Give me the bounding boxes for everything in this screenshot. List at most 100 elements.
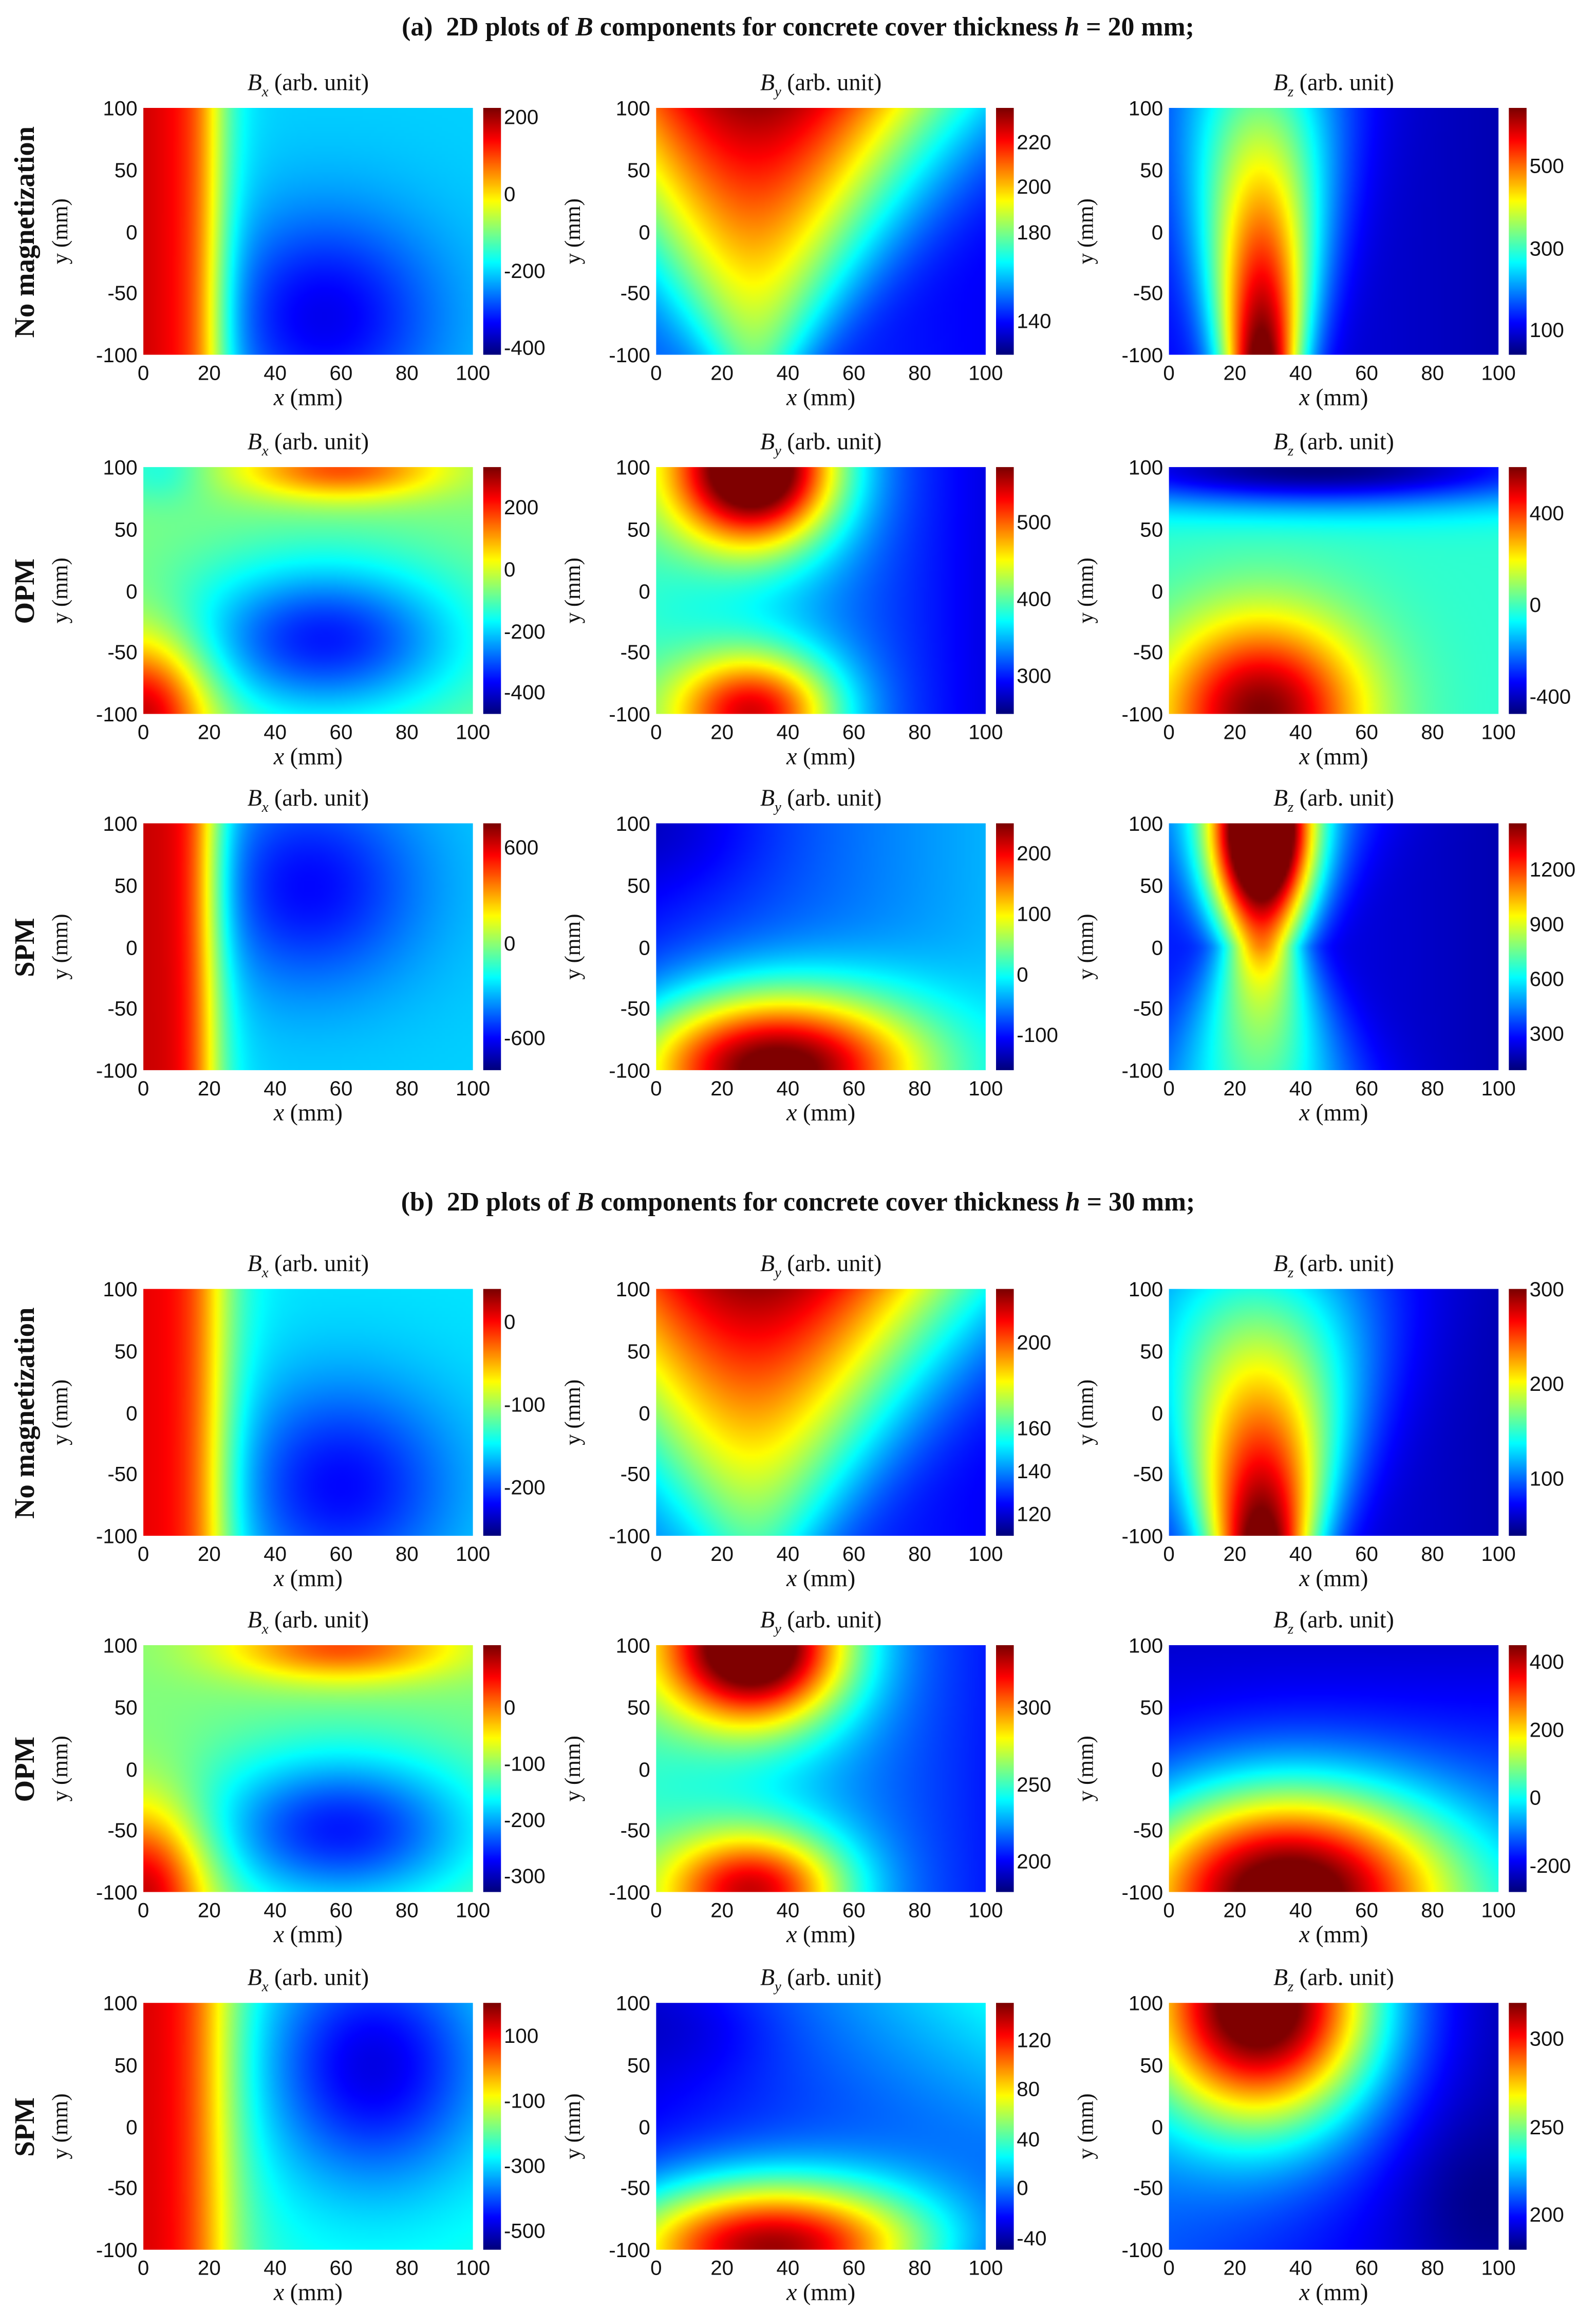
colorbar-tick-label: 250	[1017, 1772, 1052, 1796]
y-tick-label: -50	[620, 2176, 650, 2200]
x-axis-var: x	[273, 1567, 285, 1592]
title-subscript: y	[774, 1979, 781, 1996]
x-tick-label: 0	[650, 2256, 662, 2280]
x-tick-label: 80	[908, 2256, 931, 2280]
y-tick-label: 50	[114, 873, 138, 897]
colorbar-tick-label: 250	[1529, 2114, 1564, 2138]
x-axis-label: x (mm)	[656, 1101, 986, 1128]
y-tick-label: 50	[114, 158, 138, 182]
title-symbol: B	[247, 1966, 262, 1991]
colorbar	[996, 2003, 1014, 2250]
x-tick-label: 20	[197, 720, 221, 744]
colorbar	[1509, 467, 1527, 714]
y-tick-label: -50	[107, 1462, 138, 1486]
title-symbol: B	[247, 786, 262, 812]
y-tick-label: -50	[1133, 2176, 1163, 2200]
x-axis-label: x (mm)	[143, 1567, 473, 1594]
x-tick-label: 80	[1421, 720, 1444, 744]
x-axis-var: x	[273, 744, 285, 770]
x-axis-unit: (mm)	[1309, 1567, 1368, 1592]
x-tick-label: 60	[1355, 360, 1378, 384]
y-tick-label: 100	[1128, 1633, 1163, 1658]
x-axis-label: x (mm)	[1169, 1101, 1499, 1128]
y-tick-label: 50	[627, 1338, 650, 1363]
colorbar-tick-label: -200	[1529, 1853, 1571, 1877]
colorbar	[1509, 2003, 1527, 2250]
x-tick-label: 60	[842, 720, 866, 744]
y-tick-label: 0	[639, 2114, 650, 2138]
row-label: No magnetization	[10, 1307, 42, 1518]
title-unit: (arb. unit)	[781, 786, 882, 812]
x-tick-label: 40	[264, 1897, 287, 1922]
title-symbol: B	[1273, 1966, 1288, 1991]
y-tick-label: -100	[96, 1880, 138, 1904]
colorbar-tick-label: -300	[504, 1863, 546, 1887]
y-axis-label: y (mm)	[1075, 913, 1099, 979]
colorbar-tick-label: 0	[504, 1310, 516, 1334]
title-subscript: y	[774, 1622, 781, 1638]
title-unit: (arb. unit)	[781, 1252, 882, 1277]
y-axis-label: y (mm)	[562, 2092, 586, 2159]
heatmap-canvas	[1169, 467, 1499, 714]
colorbar-tick-label: 300	[1017, 663, 1052, 687]
x-axis-label: x (mm)	[143, 1101, 473, 1128]
y-tick-label: -100	[1121, 1058, 1163, 1082]
heatmap-canvas	[143, 108, 473, 355]
title-symbol: B	[760, 71, 775, 96]
y-tick-label: 0	[639, 1757, 650, 1781]
colorbar-tick-label: 100	[1529, 1467, 1564, 1491]
x-tick-label: 60	[329, 2256, 353, 2280]
x-axis-var: x	[786, 1923, 797, 1948]
heatmap-canvas	[1169, 1645, 1499, 1892]
y-tick-label: 50	[114, 1695, 138, 1719]
x-axis-unit: (mm)	[1309, 1101, 1368, 1127]
title-unit: (arb. unit)	[1293, 430, 1394, 456]
colorbar-tick-label: 0	[1529, 1785, 1542, 1810]
x-axis-var: x	[786, 2281, 797, 2306]
x-tick-label: 40	[1289, 360, 1312, 384]
panel-title: Bx (arb. unit)	[143, 787, 473, 816]
colorbar-tick-label: 900	[1529, 912, 1564, 936]
colorbar	[483, 1289, 501, 1536]
heatmap-canvas	[656, 2003, 986, 2250]
y-tick-label: 50	[114, 2053, 138, 2077]
title-symbol: B	[247, 1608, 262, 1633]
y-tick-label: -50	[1133, 996, 1163, 1020]
colorbar-tick-label: 120	[1017, 1502, 1052, 1526]
title-unit: (arb. unit)	[781, 1608, 882, 1633]
x-tick-label: 40	[776, 2256, 800, 2280]
colorbar-tick-label: -100	[504, 1751, 546, 1775]
x-tick-label: 20	[197, 1897, 221, 1922]
colorbar-tick-label: 0	[504, 1695, 516, 1719]
colorbar-tick-label: -40	[1017, 2225, 1047, 2249]
x-tick-label: 100	[968, 1541, 1003, 1566]
y-tick-label: 100	[1128, 455, 1163, 479]
x-tick-label: 40	[264, 1076, 287, 1100]
title-symbol: B	[1273, 1608, 1288, 1633]
y-tick-label: -50	[107, 281, 138, 305]
x-axis-var: x	[273, 1923, 285, 1948]
colorbar-tick-label: -100	[504, 1392, 546, 1416]
y-tick-label: 50	[627, 1695, 650, 1719]
y-tick-label: -50	[1133, 640, 1163, 664]
title-subscript: x	[261, 1622, 269, 1638]
x-tick-label: 80	[1421, 2256, 1444, 2280]
y-tick-label: 50	[1140, 1695, 1163, 1719]
colorbar-tick-label: 600	[1529, 966, 1564, 991]
x-tick-label: 20	[710, 720, 734, 744]
title-symbol: B	[760, 1608, 775, 1633]
x-tick-label: 100	[968, 360, 1003, 384]
colorbar-tick-label: 0	[1529, 592, 1542, 616]
x-tick-label: 40	[264, 360, 287, 384]
x-tick-label: 20	[1223, 360, 1247, 384]
y-tick-label: 0	[1151, 1400, 1163, 1424]
y-tick-label: 0	[126, 579, 138, 603]
y-tick-label: 0	[639, 935, 650, 959]
colorbar-tick-label: -400	[1529, 683, 1571, 707]
x-axis-unit: (mm)	[797, 744, 856, 770]
colorbar-tick-label: 400	[1529, 1650, 1564, 1674]
panel-title: Bx (arb. unit)	[143, 430, 473, 460]
x-tick-label: 0	[1163, 1541, 1175, 1566]
title-subscript: z	[1288, 1622, 1294, 1638]
